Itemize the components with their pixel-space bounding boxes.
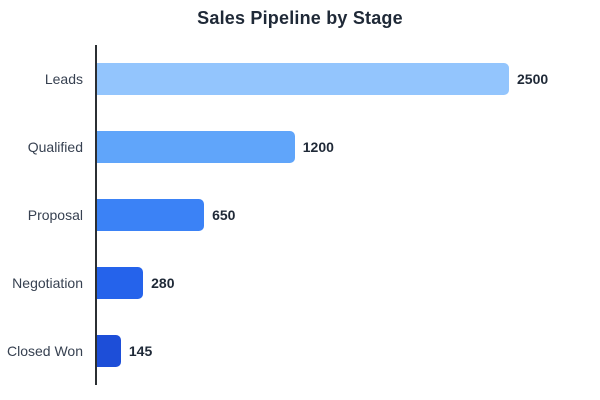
plot-cell: 650 bbox=[97, 181, 600, 249]
value-label: 280 bbox=[151, 275, 175, 291]
bar bbox=[97, 199, 205, 231]
category-label: Closed Won bbox=[6, 343, 83, 359]
plot-cell: 1200 bbox=[97, 113, 600, 181]
category-label: Negotiation bbox=[12, 275, 83, 291]
category-label: Leads bbox=[44, 71, 83, 87]
y-axis-line bbox=[95, 45, 97, 385]
plot-cell: 280 bbox=[97, 249, 600, 317]
bar-row: Proposal 650 bbox=[0, 181, 600, 249]
value-label: 1200 bbox=[302, 139, 334, 155]
chart-body: Leads 2500 Qualified 1200 Proposal 650 Negotia… bbox=[0, 45, 600, 385]
bar-row: Leads 2500 bbox=[0, 45, 600, 113]
plot-cell: 2500 bbox=[97, 45, 600, 113]
value-label: 2500 bbox=[517, 71, 549, 87]
category-label: Qualified bbox=[27, 139, 83, 155]
bar bbox=[97, 335, 121, 367]
bar-row: Qualified 1200 bbox=[0, 113, 600, 181]
value-label: 145 bbox=[128, 343, 153, 359]
chart-title: Sales Pipeline by Stage bbox=[197, 8, 403, 28]
bar-row: Closed Won 145 bbox=[0, 317, 600, 385]
bar-row: Negotiation 280 bbox=[0, 249, 600, 317]
bar bbox=[97, 131, 295, 163]
category-label: Proposal bbox=[27, 207, 83, 223]
plot-cell: 145 bbox=[97, 317, 600, 385]
bar bbox=[97, 63, 509, 95]
value-label: 650 bbox=[212, 207, 236, 223]
plot-area: Leads 2500 Qualified 1200 Proposal 650 Negotia… bbox=[0, 45, 600, 385]
bar bbox=[97, 267, 144, 299]
